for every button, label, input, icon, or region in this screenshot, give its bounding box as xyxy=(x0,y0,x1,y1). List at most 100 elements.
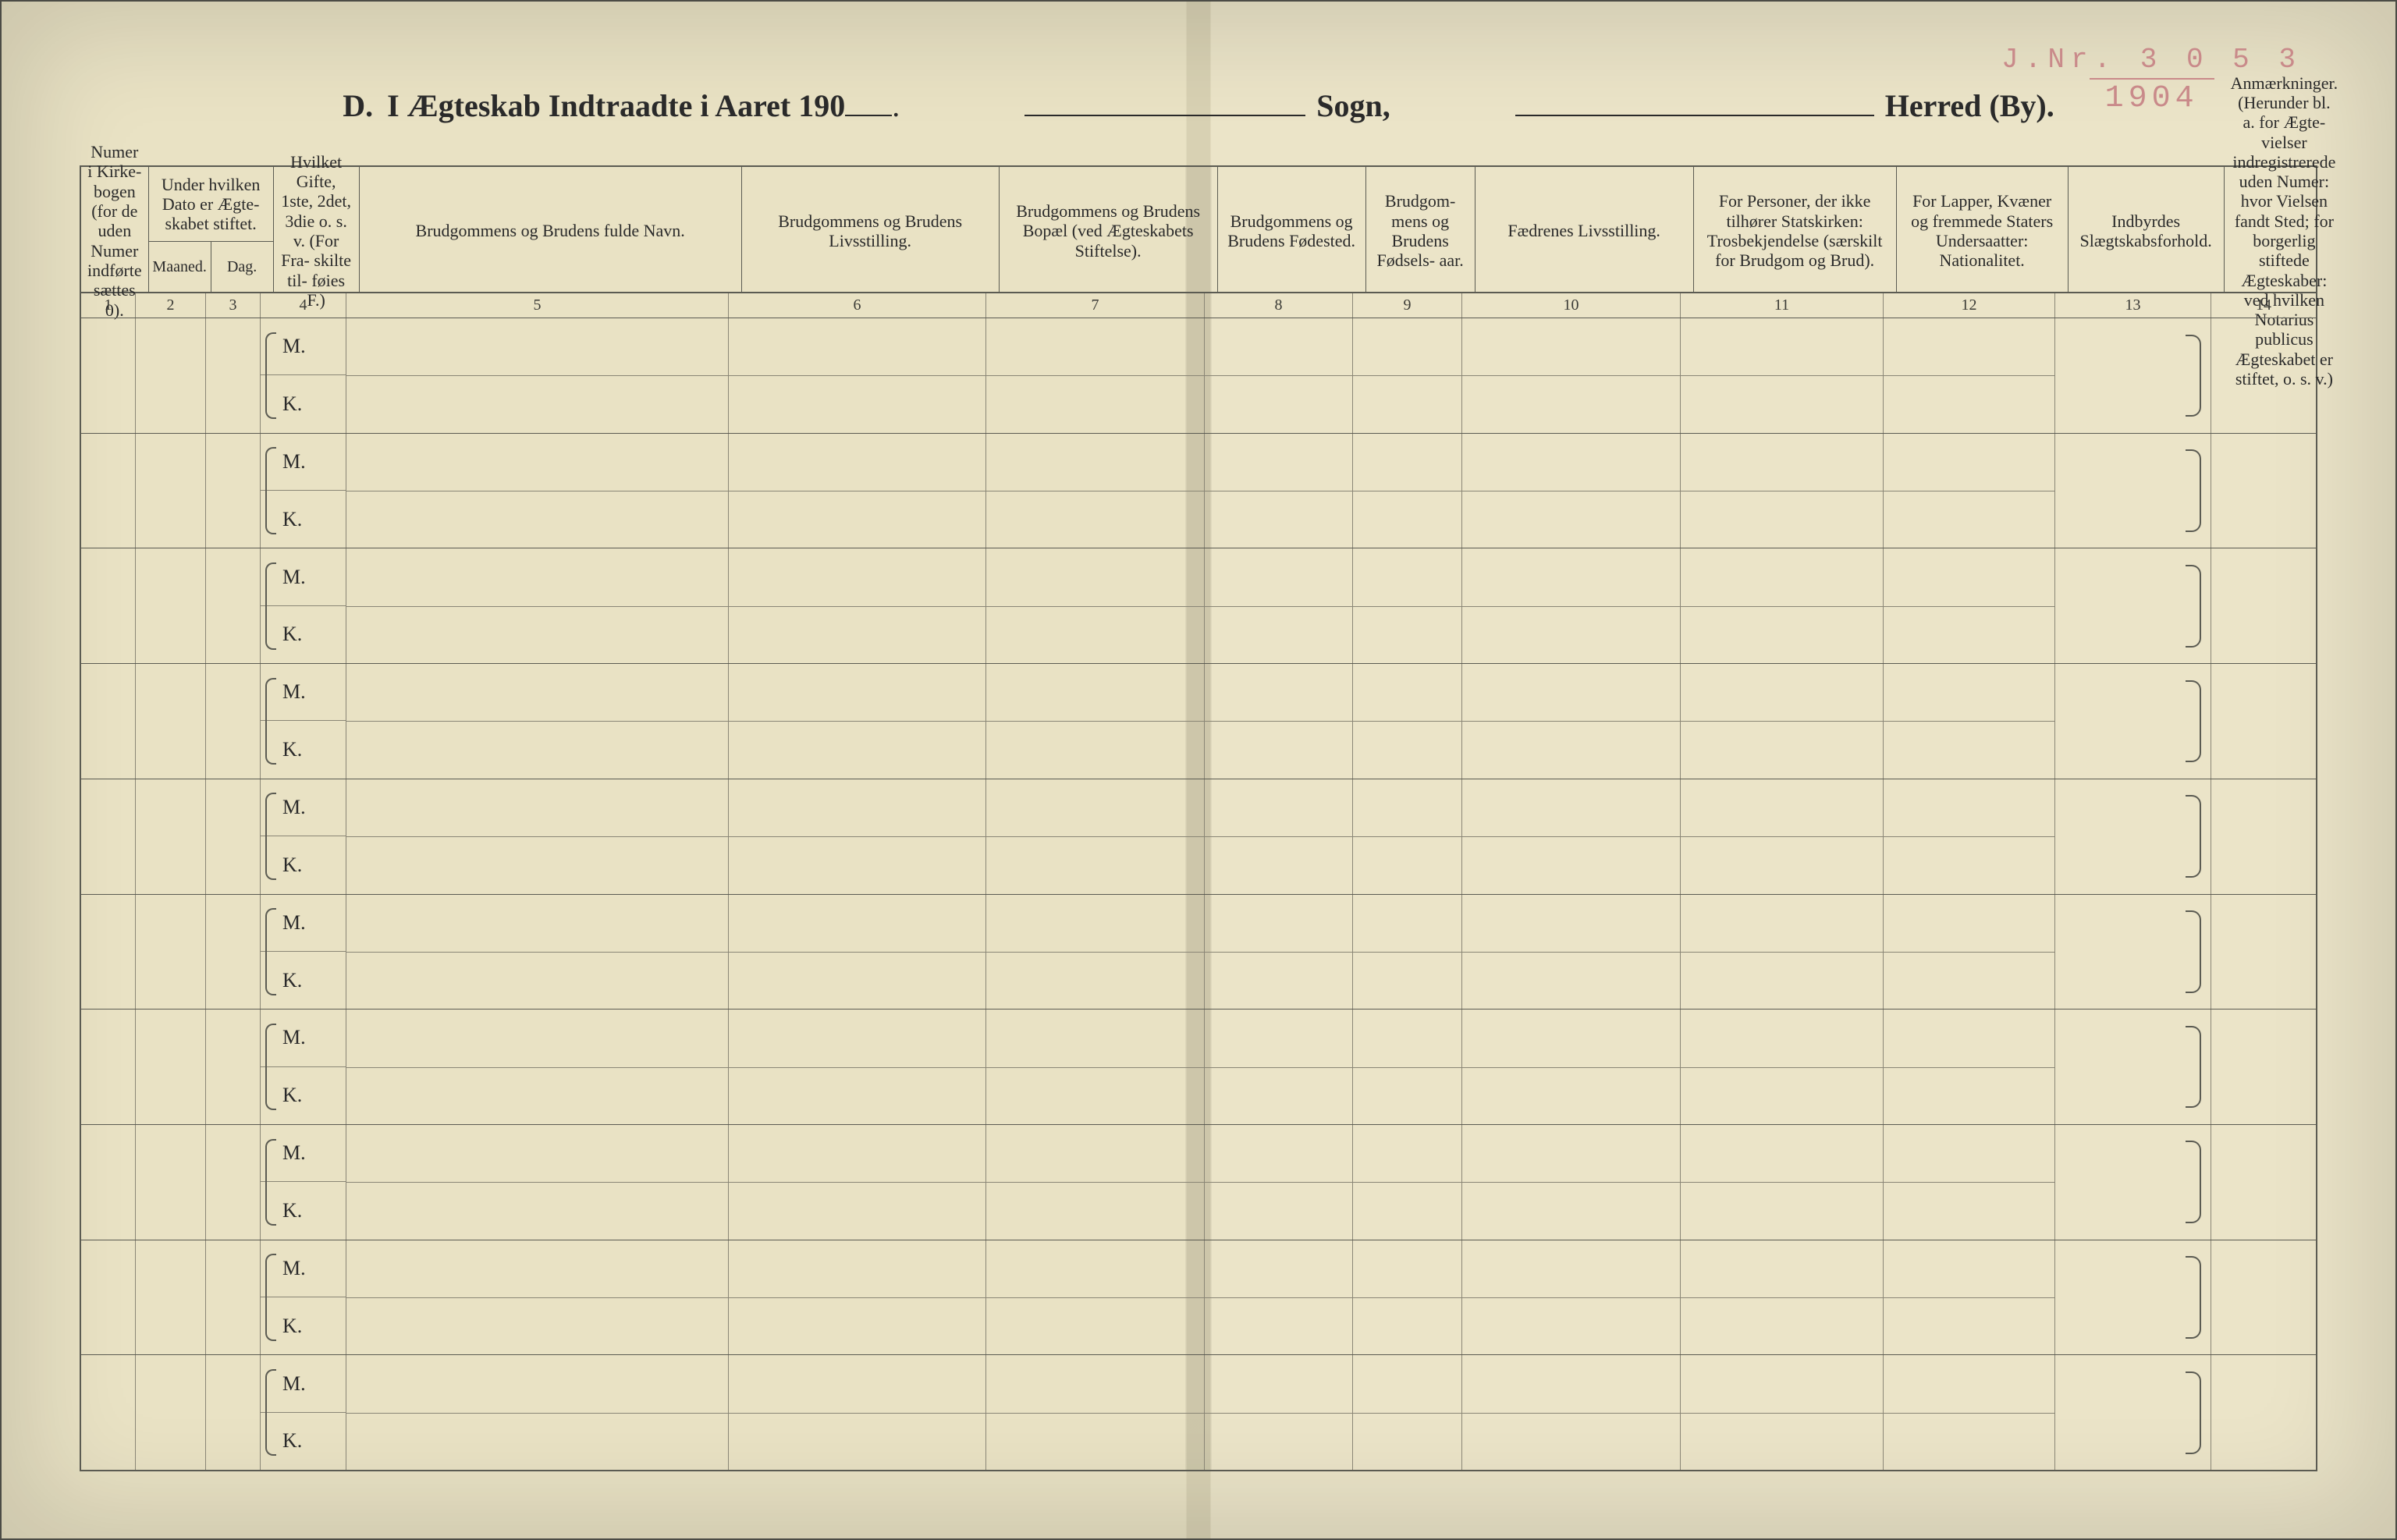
colnum-2: 2 xyxy=(136,293,206,318)
cell-confession xyxy=(1681,664,1884,779)
cell-occupation xyxy=(729,1010,986,1124)
cell-day xyxy=(206,548,261,663)
cell-num xyxy=(81,1125,136,1240)
cell-residence xyxy=(986,1010,1205,1124)
cell-birthyear xyxy=(1353,1355,1462,1470)
cell-month xyxy=(136,434,206,548)
cell-nationality xyxy=(1884,1355,2055,1470)
col-header-2: Maaned. xyxy=(149,242,211,292)
cell-confession xyxy=(1681,1125,1884,1240)
cell-remarks xyxy=(2211,895,2316,1010)
cell-mk: M.K. xyxy=(261,1125,346,1240)
cell-confession xyxy=(1681,1010,1884,1124)
cell-nationality xyxy=(1884,318,2055,433)
cell-day xyxy=(206,664,261,779)
title-year-blank xyxy=(845,88,892,116)
herred-label: Herred (By). xyxy=(1885,87,2054,124)
col-header-10: Fædrenes Livsstilling. xyxy=(1475,167,1694,292)
cell-day xyxy=(206,1010,261,1124)
cell-remarks xyxy=(2211,1010,2316,1124)
table-row: M.K. xyxy=(81,895,2316,1010)
cell-kinship xyxy=(2055,548,2211,663)
cell-name xyxy=(346,548,729,663)
table-row: M.K. xyxy=(81,434,2316,549)
colnum-10: 10 xyxy=(1462,293,1681,318)
cell-fathers xyxy=(1462,1240,1681,1355)
cell-mk: M.K. xyxy=(261,434,346,548)
colnum-12: 12 xyxy=(1884,293,2055,318)
cell-num xyxy=(81,664,136,779)
cell-birthplace xyxy=(1205,895,1353,1010)
colnum-6: 6 xyxy=(729,293,986,318)
cell-name xyxy=(346,1125,729,1240)
cell-name xyxy=(346,779,729,894)
cell-nationality xyxy=(1884,1240,2055,1355)
cell-mk: M.K. xyxy=(261,548,346,663)
cell-kinship xyxy=(2055,1240,2211,1355)
cell-birthplace xyxy=(1205,1010,1353,1124)
cell-birthyear xyxy=(1353,1240,1462,1355)
cell-kinship xyxy=(2055,318,2211,433)
cell-occupation xyxy=(729,895,986,1010)
cell-confession xyxy=(1681,1355,1884,1470)
cell-occupation xyxy=(729,548,986,663)
cell-birthplace xyxy=(1205,1240,1353,1355)
col-header-14: Anmærkninger. (Herunder bl. a. for Ægte-… xyxy=(2225,167,2345,292)
cell-day xyxy=(206,1355,261,1470)
cell-confession xyxy=(1681,318,1884,433)
cell-month xyxy=(136,895,206,1010)
table-row: M.K. xyxy=(81,779,2316,895)
cell-nationality xyxy=(1884,548,2055,663)
cell-month xyxy=(136,664,206,779)
colnum-1: 1 xyxy=(81,293,136,318)
cell-birthyear xyxy=(1353,664,1462,779)
cell-month xyxy=(136,1355,206,1470)
colnum-14: 14 xyxy=(2211,293,2316,318)
cell-occupation xyxy=(729,1355,986,1470)
cell-remarks xyxy=(2211,434,2316,548)
cell-fathers xyxy=(1462,1355,1681,1470)
brace-icon xyxy=(265,562,276,650)
col-header-5: Brudgommens og Brudens fulde Navn. xyxy=(360,167,742,292)
colnum-8: 8 xyxy=(1205,293,1353,318)
cell-confession xyxy=(1681,1240,1884,1355)
title-prefix: D. xyxy=(343,87,373,124)
colnum-11: 11 xyxy=(1681,293,1884,318)
cell-mk: M.K. xyxy=(261,1240,346,1355)
cell-num xyxy=(81,895,136,1010)
cell-num xyxy=(81,434,136,548)
table-row: M.K. xyxy=(81,1010,2316,1125)
cell-birthplace xyxy=(1205,1355,1353,1470)
table-header: Numer i Kirke- bogen (for de uden Numer … xyxy=(81,167,2316,293)
cell-name xyxy=(346,664,729,779)
cell-num xyxy=(81,1010,136,1124)
cell-nationality xyxy=(1884,664,2055,779)
cell-residence xyxy=(986,664,1205,779)
cell-birthyear xyxy=(1353,318,1462,433)
cell-confession xyxy=(1681,548,1884,663)
table-row: M.K. xyxy=(81,1125,2316,1240)
col-header-6: Brudgommens og Brudens Livsstilling. xyxy=(742,167,1000,292)
ledger-page: J.Nr. 3 0 5 3 1904 D. I Ægteskab Indtraa… xyxy=(0,0,2397,1540)
brace-icon xyxy=(265,793,276,880)
table-row: M.K. xyxy=(81,548,2316,664)
cell-occupation xyxy=(729,664,986,779)
cell-birthplace xyxy=(1205,664,1353,779)
cell-nationality xyxy=(1884,1010,2055,1124)
cell-mk: M.K. xyxy=(261,779,346,894)
cell-name xyxy=(346,895,729,1010)
cell-num xyxy=(81,1355,136,1470)
cell-residence xyxy=(986,548,1205,663)
cell-num xyxy=(81,1240,136,1355)
cell-nationality xyxy=(1884,779,2055,894)
cell-fathers xyxy=(1462,318,1681,433)
cell-occupation xyxy=(729,1125,986,1240)
col-header-8: Brudgommens og Brudens Fødested. xyxy=(1218,167,1366,292)
stamp-number: J.Nr. 3 0 5 3 xyxy=(2001,45,2302,75)
table-body: M.K.M.K.M.K.M.K.M.K.M.K.M.K.M.K.M.K.M.K. xyxy=(81,318,2316,1470)
stamp-divider xyxy=(2090,78,2214,80)
cell-name xyxy=(346,434,729,548)
cell-residence xyxy=(986,779,1205,894)
col-header-3: Dag. xyxy=(211,242,273,292)
colnum-13: 13 xyxy=(2055,293,2211,318)
